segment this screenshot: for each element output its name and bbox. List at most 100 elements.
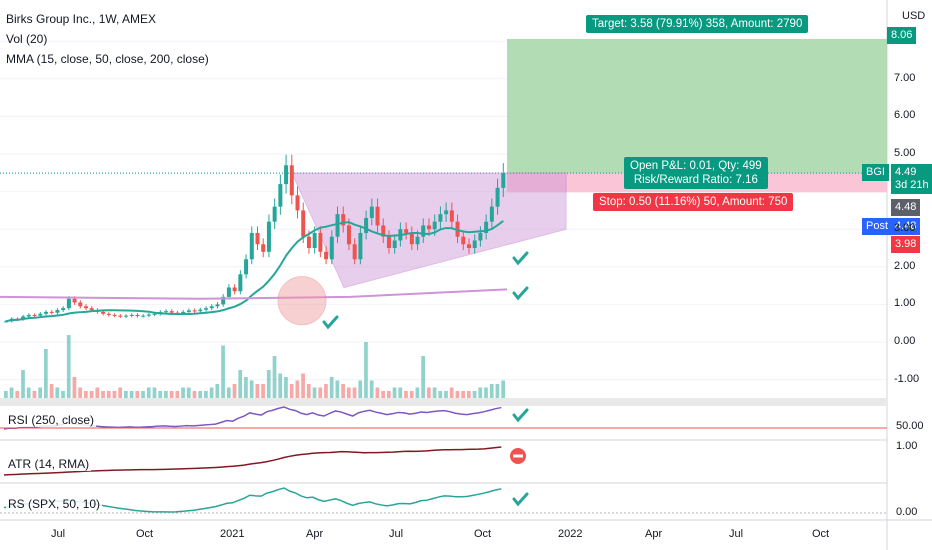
volume-bar [198, 391, 203, 398]
candle-body [421, 225, 426, 237]
volume-bar [346, 387, 351, 398]
volume-bar [169, 391, 174, 398]
candle-body [375, 206, 380, 226]
volume-bar [284, 377, 288, 398]
candle-body [112, 314, 117, 316]
time-tick-label: Oct [812, 528, 830, 540]
rsi-axis-tick: 50.00 [896, 420, 924, 432]
atr-pane-label: ATR (14, RMA) [6, 457, 92, 471]
volume-bar [495, 384, 500, 398]
time-tick-label: Apr [645, 528, 663, 540]
candle-body [21, 316, 26, 320]
volume-bar [89, 391, 94, 398]
volume-bar [141, 391, 145, 398]
atr-line [3, 446, 502, 476]
volume-bar [215, 384, 220, 398]
candle-body [369, 206, 374, 218]
volume-bar [15, 391, 20, 398]
mma-legend: MMA (15, close, 50, close, 200, close) [6, 52, 209, 66]
candle-body [404, 229, 409, 233]
volume-bar [106, 391, 111, 398]
volume-bar [152, 387, 157, 398]
candle-body [484, 221, 489, 233]
volume-bar [381, 391, 385, 398]
time-tick-label: Jul [389, 528, 404, 540]
price-tick-label: 2.00 [894, 259, 916, 272]
volume-bar [44, 349, 48, 398]
time-tick-label: Jul [51, 528, 66, 540]
volume-bar [175, 391, 180, 398]
volume-bar [124, 391, 128, 398]
volume-bar [112, 391, 117, 398]
price-tick-label: 7.00 [894, 71, 916, 84]
candle-body [295, 195, 300, 211]
candle-body [244, 259, 249, 275]
candle-body [55, 310, 60, 313]
volume-bar [38, 387, 43, 398]
candle-body [198, 309, 203, 312]
target-label: Target: 3.58 (79.91%) 358, Amount: 2790 [586, 15, 809, 33]
candle-body [478, 232, 483, 241]
volume-bar [146, 387, 151, 398]
candle-body [118, 315, 123, 317]
chart-title: Birks Group Inc., 1W, AMEX [6, 12, 157, 26]
candle-body [381, 225, 386, 237]
candle-body [175, 312, 180, 314]
volume-bar [164, 391, 168, 398]
candle-body [32, 314, 37, 316]
mma-fast-line [5, 220, 504, 323]
volume-bar [289, 384, 294, 398]
candle-body [221, 296, 226, 305]
volume-bar [398, 387, 403, 398]
candle-body [501, 173, 506, 188]
volume-bar [489, 384, 494, 398]
volume-bar [324, 384, 328, 398]
candle-body [192, 310, 197, 312]
candle-body [232, 287, 237, 292]
volume-bar [244, 377, 248, 398]
time-tick-label: 2021 [220, 528, 245, 540]
candle-body [312, 232, 317, 248]
candle-body [261, 244, 266, 252]
candle-body [432, 221, 437, 230]
candle-body [289, 165, 294, 196]
price-tick-label: 1.00 [894, 297, 916, 310]
rs-pane-label: RS (SPX, 50, 10) [6, 497, 103, 511]
volume-bar [318, 387, 323, 398]
price-tick-label: 0.00 [894, 335, 916, 347]
candle-body [461, 236, 466, 245]
volume-bar [204, 391, 208, 398]
candle-body [472, 240, 477, 248]
candle-body [495, 187, 500, 207]
check-icon [512, 251, 529, 266]
target-price-tag: 8.06 [887, 27, 917, 44]
volume-bar [341, 384, 345, 398]
volume-bar [192, 391, 197, 398]
volume-bar [444, 391, 448, 398]
volume-bar [415, 387, 420, 398]
check-icon [512, 492, 529, 507]
volume-bar [66, 335, 71, 398]
candle-body [278, 184, 283, 207]
volume-bar [272, 356, 277, 398]
volume-bar [255, 384, 260, 398]
volume-bar [129, 391, 134, 398]
price-tick-label: -1.00 [894, 372, 920, 385]
check-icon [512, 408, 529, 423]
volume-bar [438, 391, 443, 398]
candle-body [466, 244, 471, 248]
candle-body [364, 217, 369, 233]
candle-body [66, 298, 71, 309]
time-tick-label: Oct [474, 528, 492, 540]
volume-bar [375, 387, 380, 398]
candle-body [329, 236, 334, 260]
candle-body [186, 310, 191, 312]
candle-body [324, 251, 329, 260]
volume-bar [61, 391, 65, 398]
volume-bar [78, 387, 83, 398]
volume-bar [295, 380, 300, 398]
candle-body [318, 232, 323, 252]
volume-bar [466, 391, 471, 398]
pane-separator [0, 398, 887, 406]
